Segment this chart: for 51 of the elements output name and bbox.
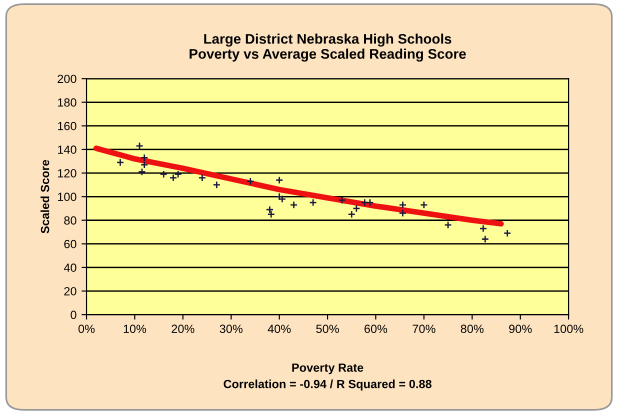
chart-title: Large District Nebraska High Schools Poverty vs Average Scaled Reading Score: [190, 34, 466, 62]
y-tick-label: 20: [64, 287, 76, 296]
point: [266, 206, 274, 214]
y-tick-label: 120: [58, 169, 76, 178]
y-tick-label: 40: [64, 263, 76, 272]
point: [290, 200, 298, 209]
x-tick-label: 20%: [172, 324, 194, 334]
point: [503, 229, 512, 238]
point: [360, 198, 369, 206]
x-tick-label: 80%: [460, 324, 484, 334]
y-tick-label: 140: [58, 145, 76, 154]
point: [212, 180, 221, 189]
point: [278, 195, 286, 203]
point: [267, 210, 276, 218]
point: [138, 168, 146, 176]
point: [398, 200, 407, 209]
point: [481, 235, 490, 244]
point: [398, 209, 407, 218]
x-axis-title: Poverty Rate: [292, 364, 364, 374]
point: [444, 221, 452, 229]
y-tick-label: 200: [58, 74, 76, 84]
point: [136, 142, 144, 150]
y-tick-label: 160: [58, 122, 76, 130]
point: [420, 200, 428, 209]
point: [479, 224, 488, 232]
x-tick-label: 10%: [124, 324, 146, 334]
y-tick-label: 80: [64, 216, 76, 225]
point: [366, 198, 374, 206]
x-tick-label: 60%: [364, 324, 388, 334]
point: [198, 174, 206, 182]
x-tick-label: 100%: [554, 324, 584, 334]
x-tick-label: 70%: [412, 324, 436, 334]
text: Correlation = -0.94 / R Squared = 0.88: [224, 380, 432, 391]
point: [338, 196, 346, 204]
y-tick-label: 60: [64, 240, 76, 248]
x-tick-label: 90%: [509, 324, 532, 334]
point: [140, 154, 148, 162]
point: [140, 160, 148, 169]
y-tick-label: 0: [70, 310, 76, 320]
point: [116, 158, 124, 166]
y-tick-label: 100: [58, 192, 76, 202]
x-tick-label: 0%: [78, 324, 95, 334]
x-tick-label: 50%: [316, 324, 339, 334]
y-tick-label: 180: [58, 98, 76, 107]
point: [246, 177, 254, 186]
point: [275, 176, 284, 184]
x-tick-label: 40%: [268, 324, 291, 334]
x-tick-label: 30%: [220, 324, 243, 334]
point: [160, 170, 168, 178]
y-axis-title: Scaled Score: [40, 160, 50, 234]
point: [309, 198, 318, 206]
